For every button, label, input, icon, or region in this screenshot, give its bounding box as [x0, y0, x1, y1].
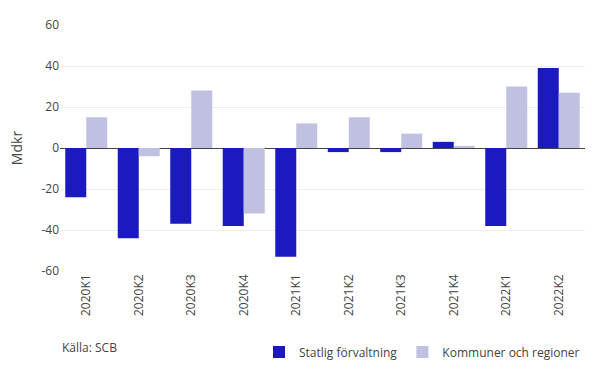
svg-text:2020K4: 2020K4 [235, 274, 252, 316]
svg-text:Mdkr: Mdkr [7, 131, 26, 166]
svg-text:Källa: SCB: Källa: SCB [62, 339, 117, 356]
svg-text:Kommuner och regioner: Kommuner och regioner [442, 344, 579, 361]
svg-text:60: 60 [45, 16, 59, 33]
svg-text:2022K1: 2022K1 [497, 274, 514, 316]
svg-text:2021K2: 2021K2 [340, 274, 357, 316]
svg-text:-60: -60 [41, 262, 59, 279]
svg-text:Statlig förvaltning: Statlig förvaltning [299, 344, 397, 361]
svg-text:2020K1: 2020K1 [77, 274, 94, 316]
svg-text:20: 20 [45, 98, 59, 115]
svg-text:2020K3: 2020K3 [182, 274, 199, 316]
svg-text:0: 0 [52, 139, 59, 156]
svg-text:40: 40 [45, 57, 59, 74]
svg-text:2021K4: 2021K4 [445, 274, 462, 316]
svg-text:2021K3: 2021K3 [392, 274, 409, 316]
svg-text:2021K1: 2021K1 [287, 274, 304, 316]
svg-text:2022K2: 2022K2 [550, 274, 567, 316]
svg-text:-40: -40 [41, 221, 59, 238]
svg-text:2020K2: 2020K2 [130, 274, 147, 316]
svg-text:-20: -20 [41, 180, 59, 197]
